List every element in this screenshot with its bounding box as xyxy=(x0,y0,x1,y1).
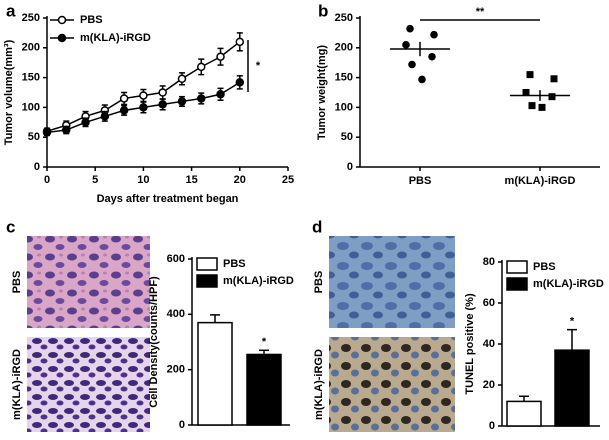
legend-label: m(KLA)-iRGD xyxy=(533,278,604,290)
image-label: m(KLA)-iRGD xyxy=(11,349,23,420)
data-point xyxy=(158,88,167,97)
y-tick-label: 200 xyxy=(167,364,185,376)
data-point xyxy=(196,94,206,103)
bar xyxy=(197,321,233,426)
legend-marker xyxy=(57,33,67,43)
data-point xyxy=(119,94,129,103)
y-tick-label: 200 xyxy=(335,42,353,54)
data-point xyxy=(538,103,546,111)
micrograph xyxy=(27,236,150,328)
y-tick-label: 250 xyxy=(22,12,40,24)
micrograph xyxy=(329,337,455,432)
data-point xyxy=(42,128,52,137)
y-axis-label: Tumor volume(mm³) xyxy=(3,39,15,145)
bar xyxy=(506,400,542,427)
data-point xyxy=(235,37,245,47)
y-tick-label: 40 xyxy=(483,338,495,350)
x-tick-label: m(KLA)-iRGD xyxy=(505,175,576,187)
y-tick-label: 50 xyxy=(28,131,40,143)
y-tick-label: 200 xyxy=(22,42,40,54)
micrograph xyxy=(329,236,455,328)
y-tick-label: 0 xyxy=(179,419,185,431)
x-tick-label: PBS xyxy=(409,175,432,187)
y-tick-label: 250 xyxy=(335,12,353,24)
y-tick-label: 150 xyxy=(22,72,40,84)
legend-label: PBS xyxy=(533,261,556,273)
panel-letter: a xyxy=(6,1,16,20)
y-axis-label: TUNEL positive (%) xyxy=(464,293,476,395)
x-tick-label: 25 xyxy=(282,174,294,186)
y-axis-label: Tumor weight(mg) xyxy=(316,45,328,140)
legend-swatch xyxy=(196,257,218,271)
series-line xyxy=(46,41,241,132)
data-point xyxy=(235,78,245,87)
y-tick-label: 150 xyxy=(335,72,353,84)
data-point xyxy=(526,71,534,79)
bar xyxy=(554,349,590,427)
legend-label: m(KLA)-iRGD xyxy=(80,32,151,44)
y-tick-label: 600 xyxy=(167,253,185,265)
significance: * xyxy=(570,316,575,328)
legend-swatch xyxy=(196,274,218,288)
legend-marker xyxy=(57,15,67,25)
y-tick-label: 0 xyxy=(347,161,353,173)
data-point xyxy=(548,93,556,101)
data-point xyxy=(119,106,129,115)
data-point xyxy=(81,118,90,127)
significance: ** xyxy=(476,6,485,18)
data-point xyxy=(408,60,416,69)
data-point xyxy=(158,100,167,109)
data-point xyxy=(139,103,148,112)
x-tick-label: 0 xyxy=(44,174,50,186)
data-point xyxy=(428,52,436,61)
data-point xyxy=(177,97,187,106)
y-tick-label: 80 xyxy=(483,256,495,268)
image-label: m(KLA)-iRGD xyxy=(313,349,325,420)
data-point xyxy=(62,125,71,135)
panel-letter: d xyxy=(312,217,322,236)
x-axis-label: Days after treatment began xyxy=(97,193,239,205)
data-point xyxy=(430,30,438,39)
data-point xyxy=(196,62,206,72)
image-label: PBS xyxy=(313,271,325,294)
data-point xyxy=(100,112,110,121)
data-point xyxy=(402,41,410,49)
image-label: PBS xyxy=(11,271,23,294)
y-tick-label: 0 xyxy=(489,420,495,432)
legend-label: m(KLA)-iRGD xyxy=(223,275,294,287)
bar xyxy=(246,353,282,426)
data-point xyxy=(216,52,225,61)
legend-label: PBS xyxy=(80,14,103,26)
y-axis-label: Cell Density(counts/HPF) xyxy=(148,276,160,408)
y-tick-label: 0 xyxy=(34,161,40,173)
x-tick-label: 15 xyxy=(185,174,197,186)
data-point xyxy=(522,89,530,96)
panel-letter: c xyxy=(6,217,15,236)
y-tick-label: 400 xyxy=(167,308,185,320)
data-point xyxy=(528,102,536,110)
y-tick-label: 100 xyxy=(22,101,40,113)
y-tick-label: 100 xyxy=(335,101,353,113)
y-tick-label: 60 xyxy=(483,297,495,309)
legend-label: PBS xyxy=(223,258,246,270)
x-tick-label: 5 xyxy=(92,174,98,186)
micrograph xyxy=(27,337,150,432)
data-point xyxy=(406,24,414,33)
legend-swatch xyxy=(506,260,528,274)
data-point xyxy=(177,74,187,84)
panel-letter: b xyxy=(318,1,328,20)
data-point xyxy=(139,91,148,100)
y-tick-label: 20 xyxy=(483,379,495,391)
legend-swatch xyxy=(506,277,528,291)
x-tick-label: 20 xyxy=(234,174,246,186)
data-point xyxy=(418,75,426,84)
significance: * xyxy=(262,336,267,348)
x-tick-label: 10 xyxy=(137,174,149,186)
data-point xyxy=(216,90,225,99)
data-point xyxy=(550,75,558,83)
y-tick-label: 50 xyxy=(341,131,353,143)
significance: * xyxy=(256,60,261,72)
